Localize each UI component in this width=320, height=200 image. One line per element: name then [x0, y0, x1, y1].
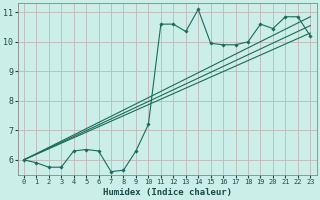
X-axis label: Humidex (Indice chaleur): Humidex (Indice chaleur)	[103, 188, 232, 197]
